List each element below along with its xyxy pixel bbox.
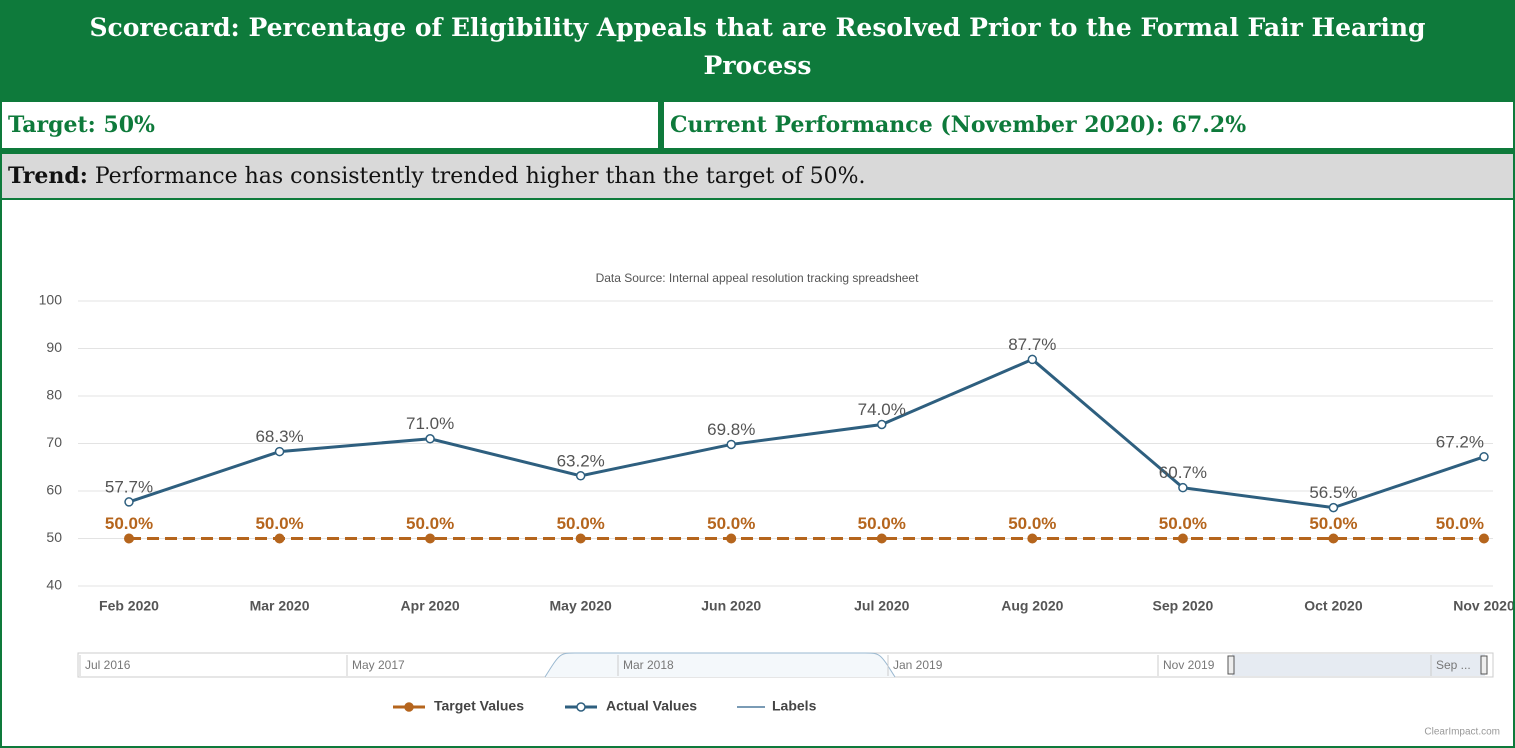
data-label: 74.0% bbox=[858, 400, 906, 419]
data-label: 50.0% bbox=[858, 514, 906, 533]
chart: Data Source: Internal appeal resolution … bbox=[2, 200, 1513, 746]
data-label: 50.0% bbox=[707, 514, 755, 533]
data-label: 60.7% bbox=[1159, 463, 1207, 482]
legend-label: Labels bbox=[772, 698, 817, 714]
y-tick-label: 70 bbox=[46, 434, 62, 450]
navigator-handle bbox=[1227, 655, 1235, 675]
y-tick-label: 50 bbox=[46, 529, 62, 545]
point bbox=[877, 419, 887, 430]
point bbox=[124, 533, 134, 544]
credit: ClearImpact.com bbox=[1424, 727, 1500, 738]
point bbox=[1328, 533, 1339, 544]
navigator-handle bbox=[1480, 655, 1488, 675]
x-tick-label: May 2020 bbox=[550, 598, 612, 614]
x-tick-label: Feb 2020 bbox=[99, 598, 159, 614]
data-label: 50.0% bbox=[1008, 514, 1056, 533]
data-label: 67.2% bbox=[1436, 432, 1484, 451]
legend-label: Target Values bbox=[434, 698, 524, 714]
navigator-label: Mar 2018 bbox=[623, 658, 674, 672]
data-label: 50.0% bbox=[255, 514, 303, 533]
x-tick-label: Apr 2020 bbox=[401, 598, 460, 614]
legend-marker bbox=[576, 702, 586, 712]
point bbox=[1479, 533, 1489, 544]
navigator-label: Jan 2019 bbox=[893, 658, 943, 672]
point bbox=[1177, 533, 1188, 544]
x-tick-label: Mar 2020 bbox=[250, 598, 310, 614]
trend: Trend: Performance has consistently tren… bbox=[2, 154, 1513, 198]
x-tick-label: Aug 2020 bbox=[1001, 598, 1063, 614]
point bbox=[575, 533, 586, 544]
x-tick-label: Nov 2020 bbox=[1453, 598, 1513, 614]
navigator-label: Jul 2016 bbox=[85, 658, 131, 672]
target-cell: Target: 50% bbox=[2, 102, 658, 148]
point bbox=[274, 533, 285, 544]
point bbox=[1027, 533, 1038, 544]
x-tick-label: Jul 2020 bbox=[854, 598, 909, 614]
trend-label: Trend: bbox=[8, 163, 88, 189]
data-label: 50.0% bbox=[105, 514, 153, 533]
navigator-selection bbox=[1232, 654, 1485, 676]
data-label: 71.0% bbox=[406, 414, 454, 433]
chart-subtitle: Data Source: Internal appeal resolution … bbox=[596, 271, 920, 285]
y-tick-label: 60 bbox=[46, 482, 62, 498]
y-tick-label: 40 bbox=[46, 577, 62, 593]
point bbox=[124, 497, 134, 507]
point bbox=[425, 533, 436, 544]
legend-label: Actual Values bbox=[606, 698, 697, 714]
point bbox=[1479, 452, 1489, 462]
x-tick-label: Sep 2020 bbox=[1153, 598, 1214, 614]
point bbox=[274, 446, 285, 457]
point bbox=[1027, 354, 1038, 365]
data-label: 50.0% bbox=[1436, 514, 1484, 533]
navigator-range bbox=[544, 652, 896, 678]
data-label: 57.7% bbox=[105, 477, 153, 496]
point bbox=[726, 439, 736, 450]
point bbox=[1178, 482, 1188, 493]
y-tick-label: 80 bbox=[46, 387, 62, 403]
navigator-label: Sep ... bbox=[1436, 658, 1471, 672]
data-label: 50.0% bbox=[1159, 514, 1207, 533]
y-tick-label: 90 bbox=[46, 339, 62, 355]
data-label: 68.3% bbox=[255, 427, 303, 446]
y-tick-label: 100 bbox=[39, 292, 63, 308]
data-label: 50.0% bbox=[1309, 514, 1357, 533]
point bbox=[876, 533, 887, 544]
legend-marker bbox=[404, 702, 414, 712]
point bbox=[575, 471, 586, 481]
scorecard-title: Scorecard: Percentage of Eligibility App… bbox=[0, 0, 1515, 100]
x-tick-label: Jun 2020 bbox=[701, 598, 761, 614]
series-line bbox=[128, 357, 1485, 510]
point bbox=[425, 434, 435, 444]
data-label: 87.7% bbox=[1008, 335, 1056, 354]
point bbox=[1328, 502, 1339, 513]
data-label: 56.5% bbox=[1309, 483, 1357, 502]
data-label: 63.2% bbox=[557, 451, 605, 470]
data-label: 69.8% bbox=[707, 420, 755, 439]
data-label: 50.0% bbox=[406, 514, 454, 533]
trend-text: Performance has consistently trended hig… bbox=[94, 164, 866, 189]
data-label: 50.0% bbox=[557, 514, 605, 533]
navigator-label: May 2017 bbox=[352, 658, 405, 672]
navigator-label: Nov 2019 bbox=[1163, 658, 1215, 672]
point bbox=[726, 533, 737, 544]
current-cell: Current Performance (November 2020): 67.… bbox=[664, 102, 1513, 148]
x-tick-label: Oct 2020 bbox=[1304, 598, 1363, 614]
